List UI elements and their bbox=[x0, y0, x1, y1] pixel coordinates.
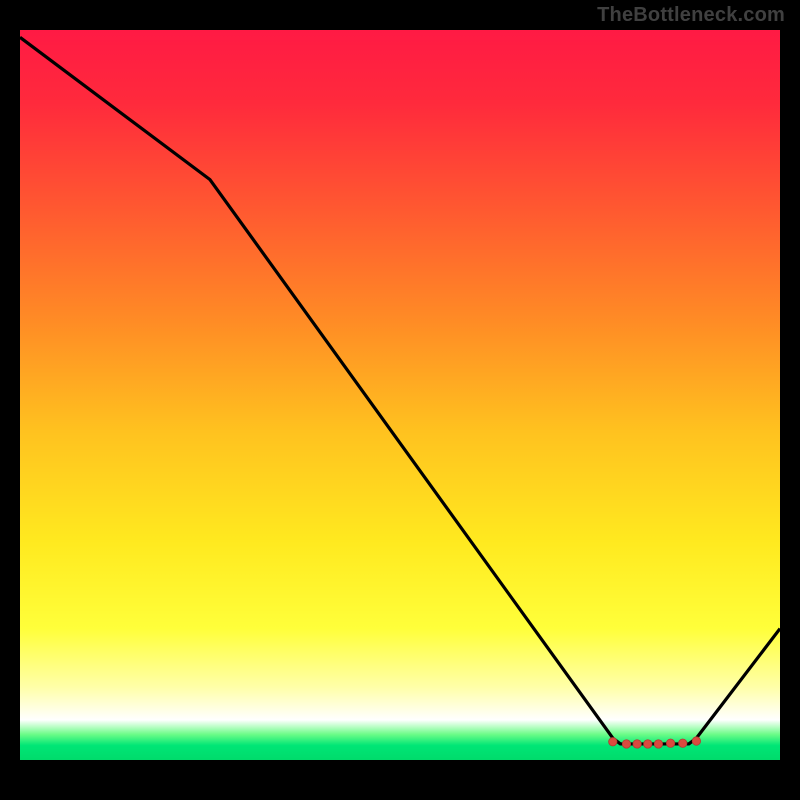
marker-dot bbox=[666, 739, 674, 747]
marker-dot bbox=[644, 740, 652, 748]
marker-dot bbox=[609, 738, 617, 746]
marker-dot bbox=[633, 740, 641, 748]
marker-dot bbox=[679, 739, 687, 747]
gradient-field bbox=[20, 30, 780, 760]
marker-dot bbox=[622, 740, 630, 748]
watermark-label: TheBottleneck.com bbox=[597, 4, 785, 27]
bottleneck-chart bbox=[0, 0, 800, 800]
marker-dot bbox=[692, 737, 700, 745]
marker-dot bbox=[654, 740, 662, 748]
chart-container: TheBottleneck.com bbox=[0, 0, 800, 800]
